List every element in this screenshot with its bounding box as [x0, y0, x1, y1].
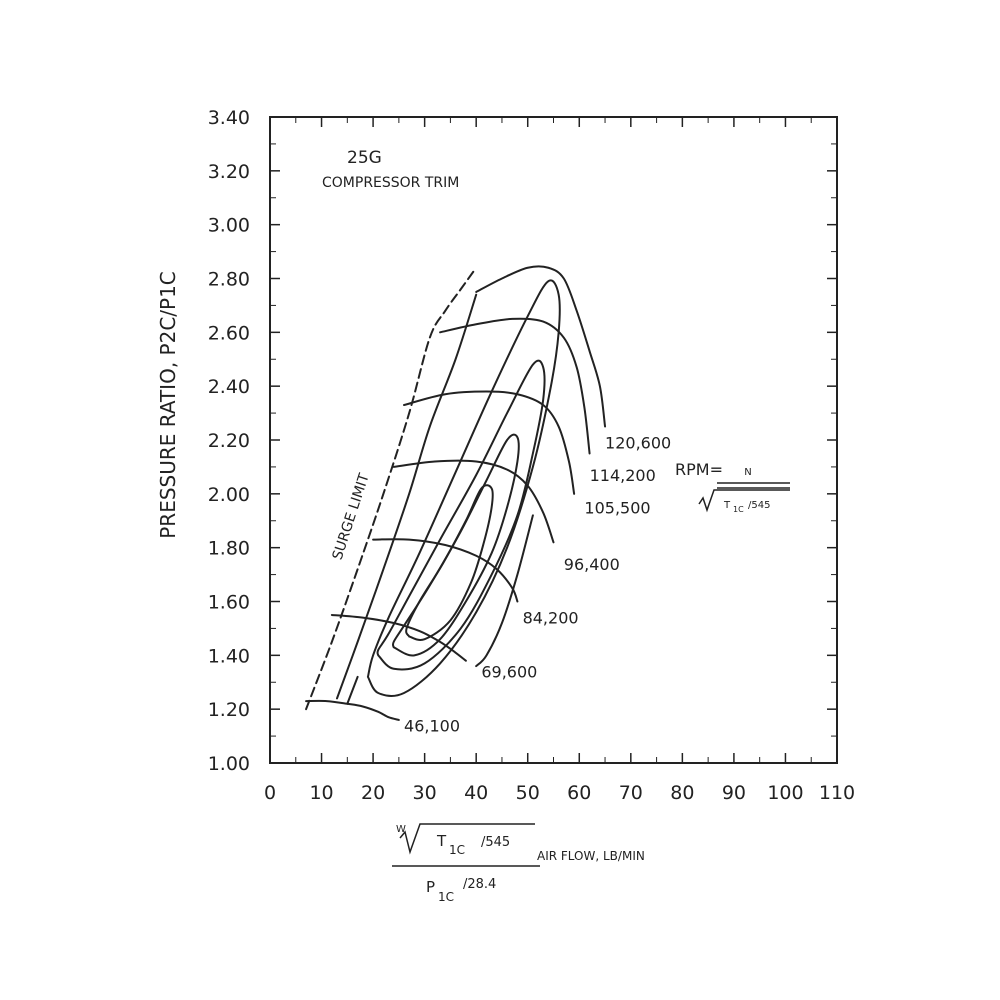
x-label-air-flow: AIR FLOW, LB/MIN [537, 849, 645, 863]
speed-line-120600 [475, 265, 607, 428]
speed-line-96400 [392, 459, 555, 544]
rpm-formula-t-div: /545 [748, 500, 770, 511]
x-label-t-sub: 1C [449, 843, 465, 857]
efficiency-island-3 [376, 359, 546, 671]
curve-labels: 46,100 69,600 84,200 96,400 105,500 114,200 12… [404, 434, 671, 736]
y-tick-label: 3.20 [208, 161, 250, 183]
x-tick-label: 60 [567, 782, 591, 804]
x-label-p: P [426, 878, 435, 896]
speed-line-69600 [330, 613, 467, 662]
y-tick-label: 3.40 [208, 107, 250, 129]
speed-line-114200 [439, 317, 591, 455]
axis-ticks: 0 10 20 30 40 50 60 70 80 90 100 110 1.00 1.20 1.40 1.6… [208, 107, 855, 804]
y-tick-label: 2.80 [208, 269, 250, 291]
chart-title-line2: COMPRESSOR TRIM [322, 175, 459, 191]
y-tick-label: 2.40 [208, 376, 250, 398]
y-tick-label: 2.00 [208, 484, 250, 506]
speed-line-46100 [305, 699, 400, 721]
efficiency-island-2 [391, 433, 520, 657]
x-label-t-div: /545 [481, 835, 510, 850]
x-tick-label: 50 [516, 782, 540, 804]
speed-line-label: 105,500 [584, 498, 650, 517]
speed-line-label: 69,600 [481, 662, 537, 681]
efficiency-island-1 [405, 484, 494, 641]
y-axis-label: PRESSURE RATIO, P2C/P1C [156, 271, 180, 539]
speed-line-105500 [403, 390, 576, 495]
flow-line-1 [336, 293, 478, 700]
x-label-w: W [396, 824, 406, 835]
rpm-formula-sqrt-sign [698, 489, 790, 513]
rpm-formula-t: T [723, 500, 731, 511]
y-tick-label: 1.00 [208, 753, 250, 775]
x-tick-label: 30 [413, 782, 437, 804]
chart-title-line1: 25G [347, 148, 382, 168]
x-tick-label: 0 [264, 782, 276, 804]
y-tick-label: 1.60 [208, 592, 250, 614]
x-tick-label: 70 [619, 782, 643, 804]
speed-line-label: 46,100 [404, 716, 460, 735]
flow-line-3 [475, 514, 534, 668]
y-tick-label: 2.60 [208, 322, 250, 344]
speed-line-label: 84,200 [523, 609, 579, 628]
plot-frame [269, 116, 838, 764]
flow-line-2 [346, 675, 359, 705]
x-tick-label: 10 [309, 782, 333, 804]
y-tick-label: 3.00 [208, 215, 250, 237]
x-label-p-div: /28.4 [463, 877, 496, 892]
x-tick-label: 20 [361, 782, 385, 804]
x-label-t: T [436, 832, 447, 850]
x-label-sqrt-sign [399, 823, 535, 855]
y-tick-label: 2.20 [208, 430, 250, 452]
speed-line-84200 [372, 538, 519, 603]
rpm-formula-n: N [744, 467, 751, 478]
x-tick-label: 80 [670, 782, 694, 804]
x-label-p-sub: 1C [438, 890, 454, 904]
y-tick-label: 1.40 [208, 645, 250, 667]
speed-line-label: 120,600 [605, 434, 671, 453]
x-axis-label: W T 1C /545 AIR FLOW, LB/MIN P 1C /28.4 [392, 823, 645, 904]
surge-limit-label: SURGE LIMIT [330, 471, 373, 562]
y-tick-label: 1.80 [208, 538, 250, 560]
y-tick-label: 1.20 [208, 699, 250, 721]
surge-limit-line [305, 266, 478, 711]
speed-line-label: 114,200 [590, 466, 656, 485]
speed-line-label: 96,400 [564, 555, 620, 574]
rpm-formula-label: RPM= [675, 460, 723, 479]
plot-curves [305, 265, 607, 721]
x-tick-label: 110 [819, 782, 855, 804]
x-tick-label: 100 [767, 782, 803, 804]
efficiency-island-4 [366, 279, 561, 697]
rpm-formula: RPM= N T 1C /545 [675, 460, 790, 514]
rpm-formula-t-sub: 1C [733, 505, 744, 514]
x-tick-label: 40 [464, 782, 488, 804]
x-tick-label: 90 [722, 782, 746, 804]
